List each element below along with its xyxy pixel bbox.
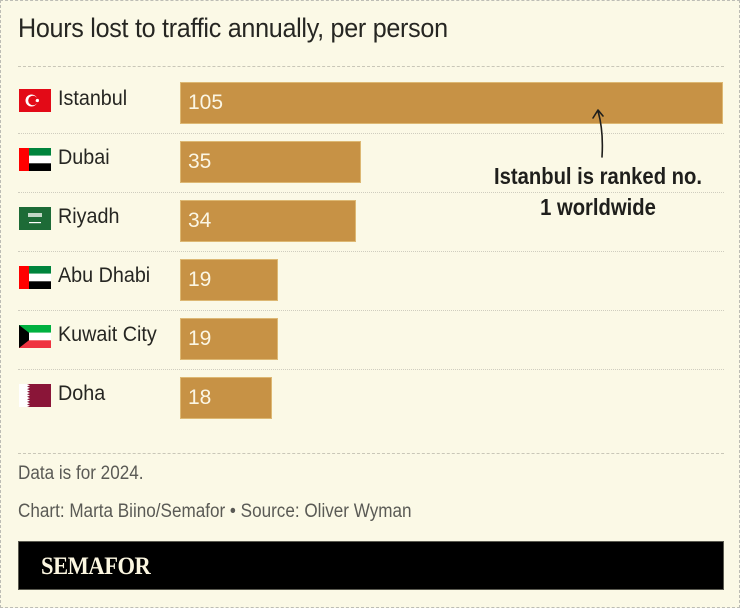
chart-title: Hours lost to traffic annually, per pers…: [18, 13, 448, 43]
city-label: Dubai: [58, 146, 110, 169]
semafor-logo: SEMAFOR: [41, 553, 151, 580]
city-label: Abu Dhabi: [58, 264, 151, 287]
bar: 35: [180, 141, 361, 183]
bar: 18: [180, 377, 272, 419]
bar-row-doha: Doha 18: [18, 370, 724, 429]
bar-value: 105: [188, 91, 224, 114]
row-divider: [18, 192, 724, 193]
bar-value: 18: [188, 386, 212, 409]
row-divider: [18, 369, 724, 370]
source-credit: Chart: Marta Biino/Semafor • Source: Oli…: [18, 501, 412, 522]
annotation-line-2: 1 worldwide: [540, 194, 656, 220]
uae-flag-icon: [19, 266, 51, 289]
bar-value: 35: [188, 150, 212, 173]
bar-row-abu-dhabi: Abu Dhabi 19: [18, 252, 724, 311]
bar-row-dubai: Dubai 35: [18, 134, 724, 193]
bar-value: 19: [188, 268, 212, 291]
city-label: Doha: [58, 382, 106, 405]
bar: 105: [180, 82, 723, 124]
row-divider: [18, 133, 724, 134]
city-label: Istanbul: [58, 87, 128, 110]
bar: 19: [180, 259, 278, 301]
divider: [18, 453, 724, 454]
qatar-flag-icon: [19, 384, 51, 407]
bar-value: 34: [188, 209, 212, 232]
city-label: Riyadh: [58, 205, 120, 228]
saudi-arabia-flag-icon: [19, 207, 51, 230]
bar-value: 19: [188, 327, 212, 350]
kuwait-flag-icon: [19, 325, 51, 348]
annotation-line-1: Istanbul is ranked no.: [493, 163, 703, 189]
bar: 19: [180, 318, 278, 360]
turkey-flag-icon: [19, 89, 51, 112]
bar: 34: [180, 200, 356, 242]
arrow-up-icon: [592, 109, 604, 158]
city-label: Kuwait City: [58, 323, 157, 346]
bar-row-istanbul: Istanbul 105: [18, 75, 724, 134]
bar-row-riyadh: Riyadh 34: [18, 193, 724, 252]
brand-footer: SEMAFOR: [18, 541, 724, 590]
uae-flag-icon: [19, 148, 51, 171]
annotation: Istanbul is ranked no. 1 worldwide: [479, 161, 717, 223]
row-divider: [18, 310, 724, 311]
data-note: Data is for 2024.: [18, 463, 144, 484]
divider: [18, 66, 724, 67]
bar-row-kuwait-city: Kuwait City 19: [18, 311, 724, 370]
row-divider: [18, 251, 724, 252]
